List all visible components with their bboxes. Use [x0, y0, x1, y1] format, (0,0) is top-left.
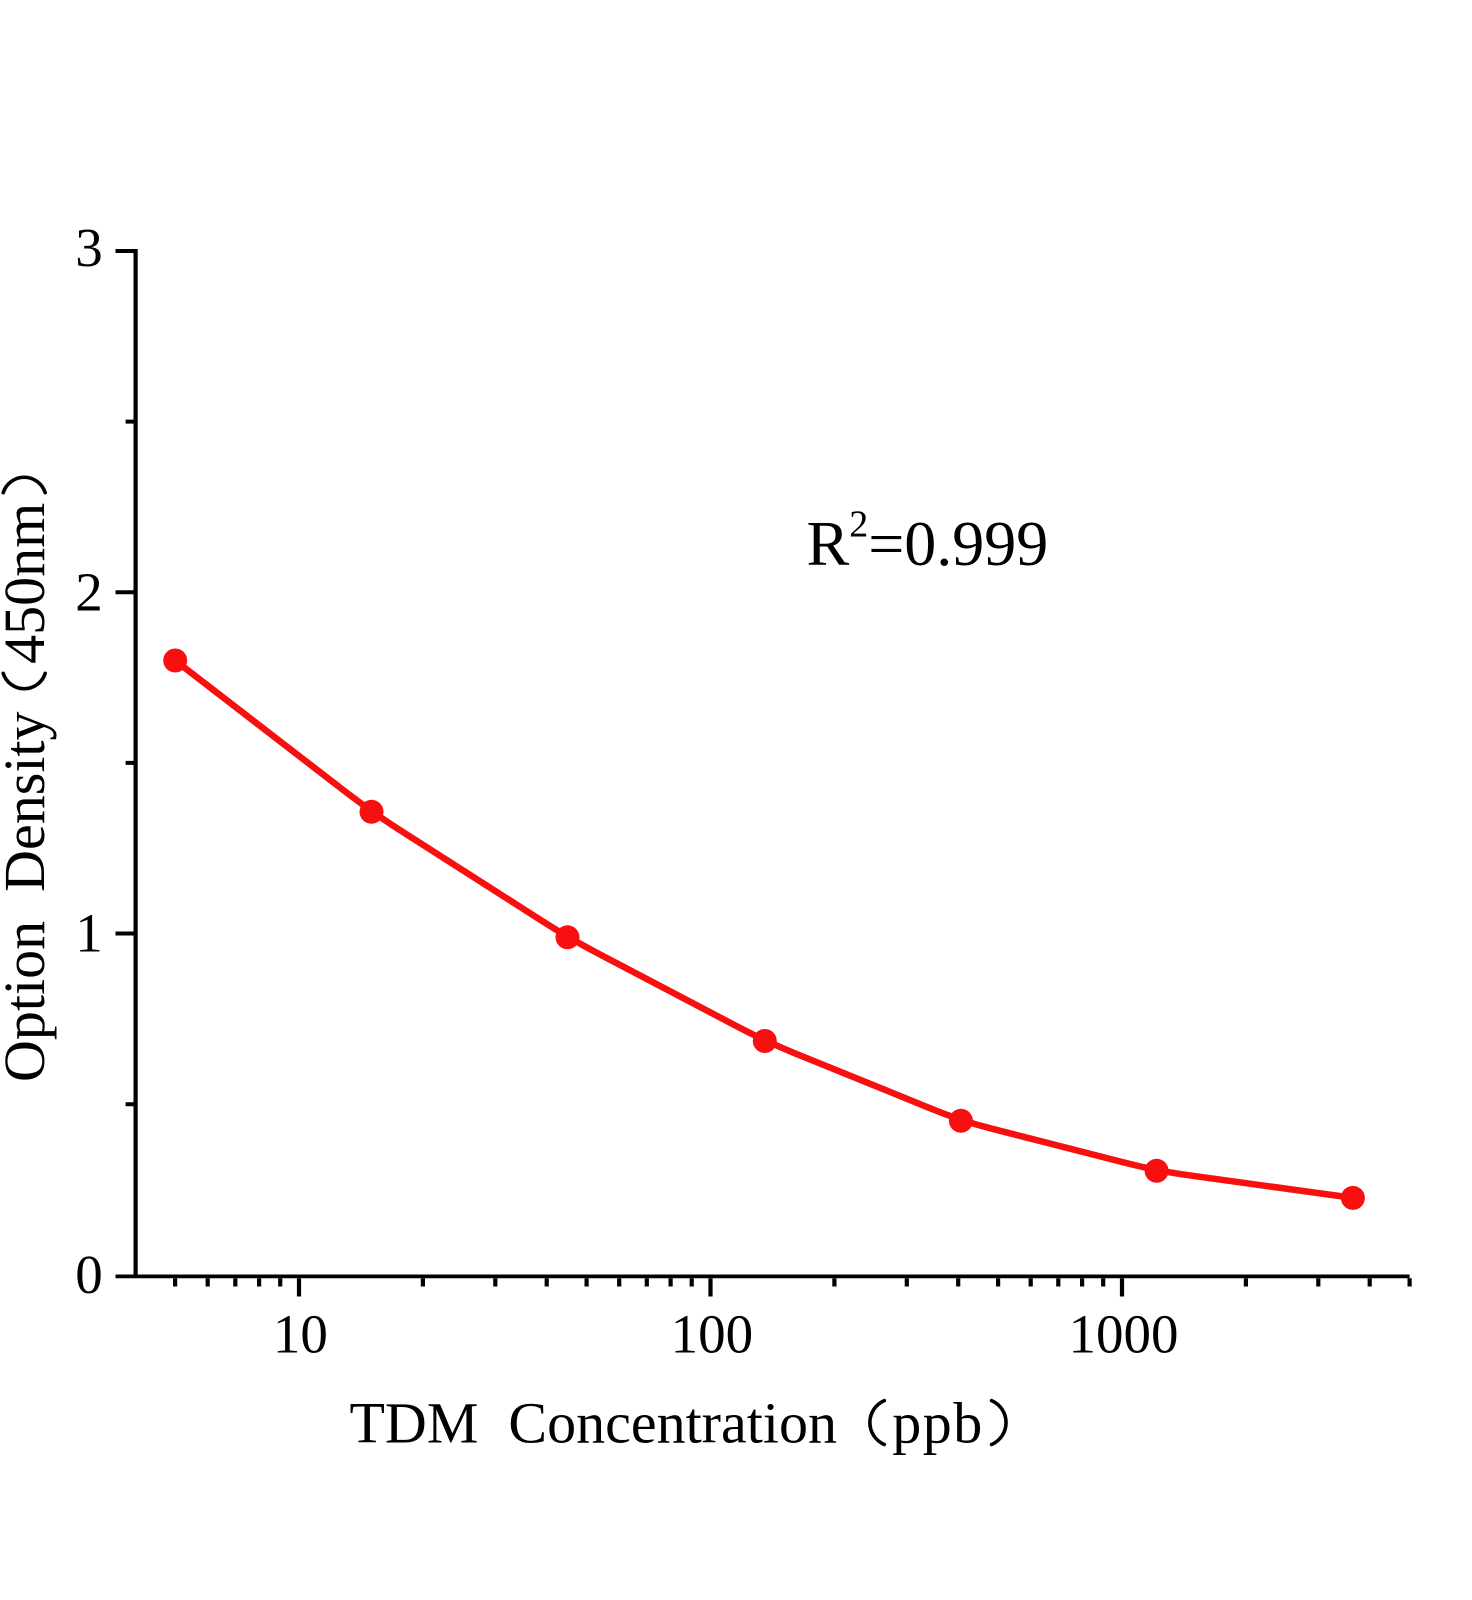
svg-text:Concentration: Concentration — [508, 1391, 837, 1456]
svg-text:10: 10 — [273, 1303, 328, 1364]
svg-text:1000: 1000 — [1069, 1303, 1179, 1364]
svg-text:1: 1 — [75, 903, 103, 964]
svg-text:Option Density: Option Density — [0, 711, 57, 1082]
svg-text:ppb: ppb — [892, 1391, 984, 1456]
svg-text:100: 100 — [671, 1303, 754, 1364]
svg-text:0: 0 — [75, 1244, 103, 1305]
svg-text:R2=0.999: R2=0.999 — [807, 504, 1049, 579]
svg-text:3: 3 — [75, 217, 103, 278]
svg-text:TDM: TDM — [350, 1391, 479, 1456]
svg-text:450nm: 450nm — [0, 503, 57, 664]
svg-text:2: 2 — [75, 561, 103, 622]
